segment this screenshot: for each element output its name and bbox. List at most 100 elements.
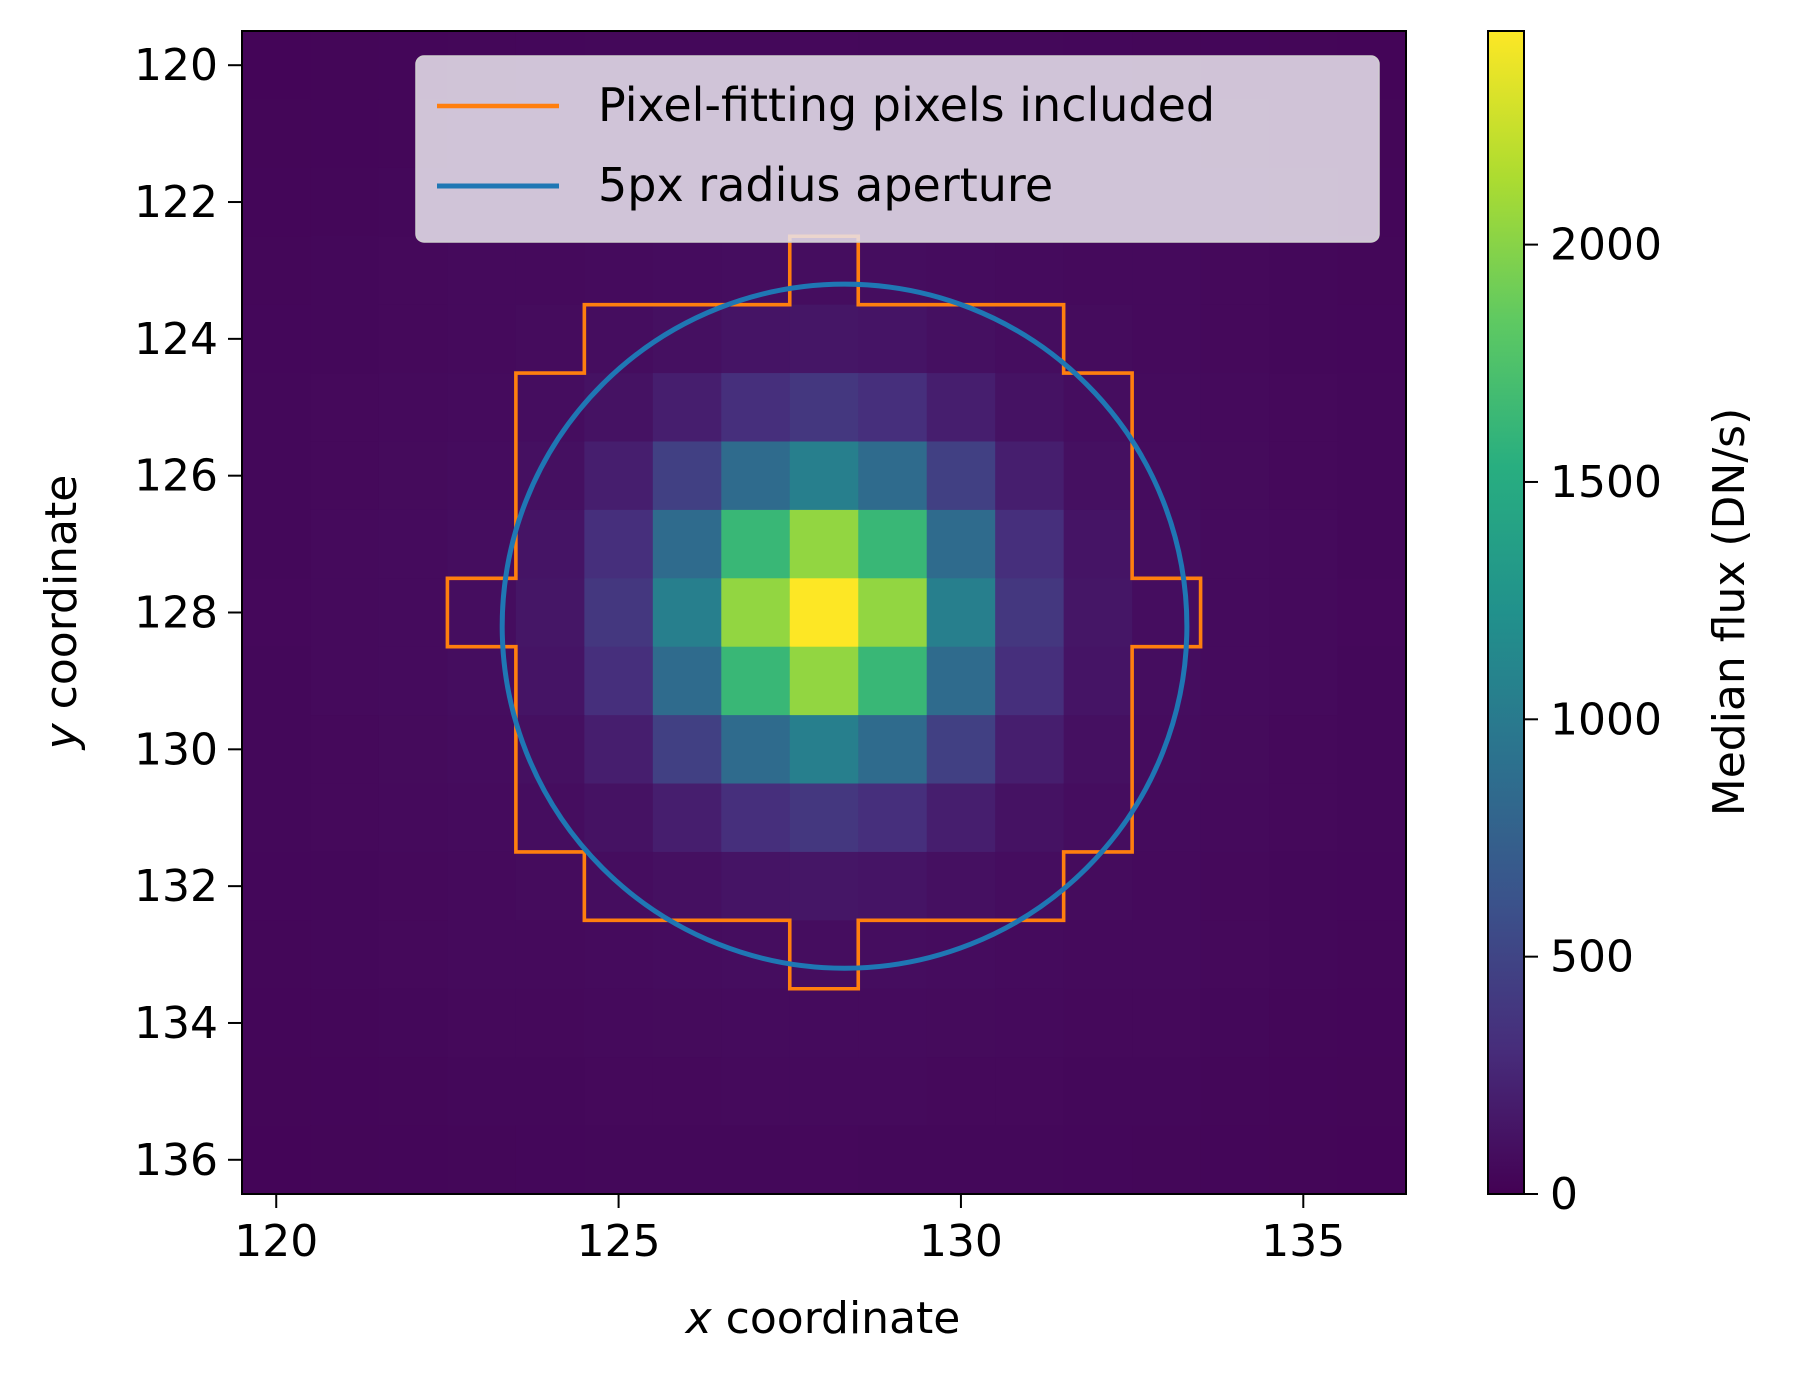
heatmap-cell [447, 783, 517, 853]
heatmap-cell [652, 851, 722, 921]
heatmap-cell [1269, 920, 1339, 990]
heatmap-cell [926, 715, 996, 785]
heatmap-cell [584, 304, 654, 374]
heatmap-cell [1063, 373, 1133, 443]
heatmap-cell [310, 1125, 380, 1195]
heatmap-cell [1063, 920, 1133, 990]
heatmap-cell [995, 509, 1065, 579]
heatmap-cell [1269, 304, 1339, 374]
colorbar-ticks: 0 500 1000 1500 2000 [1524, 220, 1662, 1220]
heatmap-cell [721, 373, 791, 443]
heatmap-cell [1200, 646, 1270, 716]
heatmap-cell [310, 783, 380, 853]
colorbar-label: Median flux (DN/s) [1704, 408, 1755, 817]
heatmap-cell [858, 373, 928, 443]
heatmap-cell [926, 1125, 996, 1195]
heatmap-cell [995, 715, 1065, 785]
heatmap-cell [242, 988, 312, 1058]
heatmap-cell [378, 783, 449, 853]
heatmap-cell [1269, 373, 1339, 443]
heatmap-cell [1063, 1125, 1133, 1195]
heatmap-cell [1132, 578, 1202, 648]
heatmap-cell [652, 578, 722, 648]
heatmap-cell [652, 783, 722, 853]
heatmap-cell [926, 236, 996, 306]
heatmap-cell [926, 783, 996, 853]
heatmap-cell [515, 304, 585, 374]
heatmap-cell [721, 1125, 791, 1195]
y-tick-label: 132 [134, 861, 218, 912]
heatmap-cell [242, 646, 312, 716]
legend-label-pixel-fitting: Pixel-fitting pixels included [598, 78, 1215, 132]
heatmap-cell [310, 304, 380, 374]
heatmap-cell [378, 236, 449, 306]
heatmap-cell [1337, 578, 1407, 648]
heatmap-cell [515, 851, 585, 921]
heatmap-cell [1337, 509, 1407, 579]
heatmap-cell [1063, 851, 1133, 921]
heatmap-cell [1269, 851, 1339, 921]
heatmap-cell [447, 715, 517, 785]
heatmap-cell [378, 304, 449, 374]
heatmap-cell [310, 167, 380, 237]
colorbar-gradient [1487, 30, 1525, 1195]
heatmap-cell [584, 988, 654, 1058]
heatmap-cell [584, 441, 654, 511]
heatmap-cell [1337, 783, 1407, 853]
heatmap-cell [1063, 988, 1133, 1058]
heatmap-cell [995, 373, 1065, 443]
heatmap-cell [584, 920, 654, 990]
heatmap-cell [378, 1125, 449, 1195]
heatmap-cell [310, 851, 380, 921]
heatmap-cell [1269, 1057, 1339, 1127]
heatmap-cell [858, 988, 928, 1058]
heatmap-cell [789, 851, 859, 921]
legend-label-aperture: 5px radius aperture [598, 158, 1053, 212]
heatmap-cell [310, 509, 380, 579]
heatmap-cell [584, 373, 654, 443]
heatmap-cell [1269, 1125, 1339, 1195]
heatmap-cell [1269, 783, 1339, 853]
heatmap-cell [1132, 1125, 1202, 1195]
x-axis: 120 125 130 135 [234, 1194, 1345, 1267]
heatmap-cell [310, 99, 380, 169]
heatmap-cell [858, 1125, 928, 1195]
heatmap-cell [310, 1057, 380, 1127]
heatmap-cell [1200, 304, 1270, 374]
heatmap-cell [447, 304, 517, 374]
heatmap-cell [310, 578, 380, 648]
heatmap-cell [1063, 646, 1133, 716]
heatmap-cell [1132, 1057, 1202, 1127]
heatmap-cell [310, 646, 380, 716]
heatmap-cell [858, 304, 928, 374]
heatmap-cell [858, 1057, 928, 1127]
heatmap-cell [1132, 441, 1202, 511]
heatmap-cell [858, 920, 928, 990]
heatmap-cell [1063, 304, 1133, 374]
heatmap-cell [378, 509, 449, 579]
y-tick-label: 120 [134, 40, 218, 91]
heatmap-cell [1063, 578, 1133, 648]
heatmap-cell [515, 236, 585, 306]
heatmap-cell [1337, 988, 1407, 1058]
heatmap-cell [584, 236, 654, 306]
heatmap-cell [1337, 1125, 1407, 1195]
heatmap-cell [995, 851, 1065, 921]
heatmap-cell [1269, 441, 1339, 511]
colorbar-tick-label: 1500 [1550, 457, 1662, 508]
heatmap-cell [721, 851, 791, 921]
colorbar-tick-label: 500 [1550, 932, 1634, 983]
heatmap-cell [789, 304, 859, 374]
heatmap-cell [378, 373, 449, 443]
heatmap-cell [721, 578, 791, 648]
heatmap-cell [1063, 441, 1133, 511]
heatmap-cell [1200, 715, 1270, 785]
heatmap-cell [1200, 578, 1270, 648]
heatmap-cell [242, 441, 312, 511]
heatmap-cell [447, 851, 517, 921]
heatmap-cell [652, 373, 722, 443]
heatmap-cell [721, 715, 791, 785]
heatmap-cell [242, 304, 312, 374]
heatmap-cell [858, 646, 928, 716]
heatmap-cell [789, 373, 859, 443]
